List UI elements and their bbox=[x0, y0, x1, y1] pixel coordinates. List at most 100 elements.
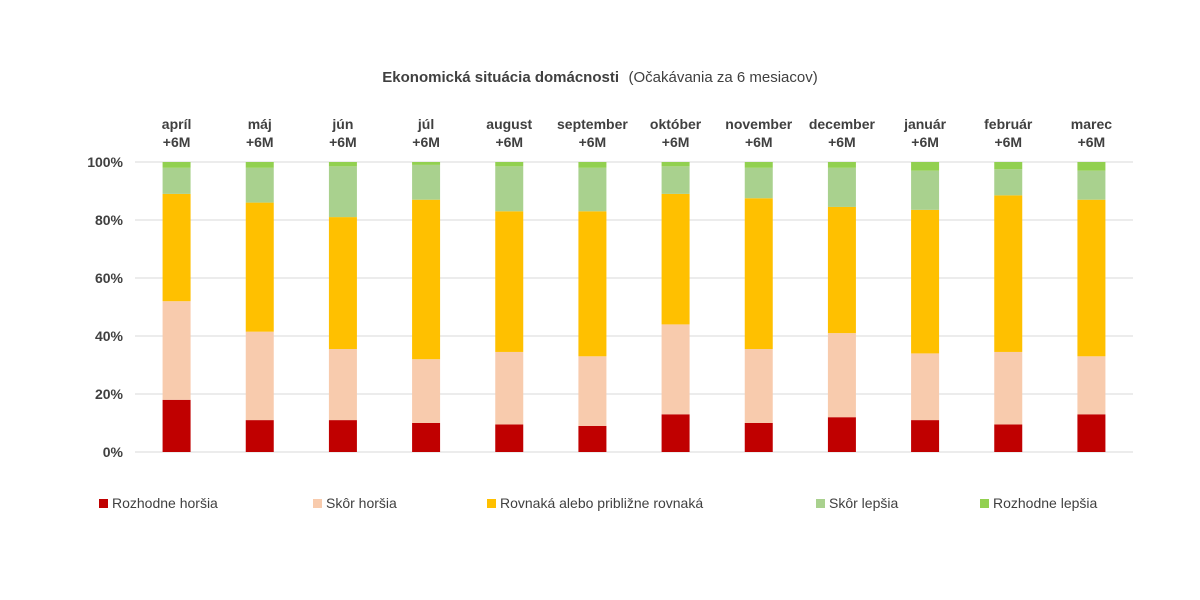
legend-label: Skôr horšia bbox=[326, 495, 397, 511]
bar-segment bbox=[578, 425, 607, 452]
category-label-line: september bbox=[557, 116, 628, 132]
bar-segment bbox=[162, 301, 191, 400]
category-label-line: +6M bbox=[412, 134, 440, 150]
bar-segment bbox=[412, 199, 441, 360]
y-tick-label: 40% bbox=[95, 328, 124, 344]
category-label-line: +6M bbox=[828, 134, 856, 150]
bar-segment bbox=[744, 162, 773, 168]
bar-segment bbox=[661, 414, 690, 452]
bar-segment bbox=[495, 162, 524, 167]
bar-segment bbox=[911, 162, 940, 171]
bar-segment bbox=[162, 193, 191, 302]
y-tick-label: 100% bbox=[87, 154, 123, 170]
category-label-line: +6M bbox=[911, 134, 939, 150]
category-label-line: +6M bbox=[994, 134, 1022, 150]
bar-segment bbox=[412, 162, 441, 165]
bar-segment bbox=[1077, 199, 1106, 357]
category-label: február +6M bbox=[984, 116, 1033, 150]
y-tick-label: 20% bbox=[95, 386, 124, 402]
category-label-line: +6M bbox=[1078, 134, 1106, 150]
bar-segment bbox=[245, 202, 274, 332]
bar-segment bbox=[744, 349, 773, 423]
legend-swatch bbox=[99, 499, 108, 508]
category-label-line: +6M bbox=[163, 134, 191, 150]
bar-segment bbox=[827, 206, 856, 334]
bars bbox=[162, 162, 1106, 452]
bar-segment bbox=[994, 162, 1023, 170]
chart-title-main: Ekonomická situácia domácnosti bbox=[382, 69, 619, 86]
category-label: máj +6M bbox=[246, 116, 274, 150]
category-label: október +6M bbox=[650, 116, 702, 150]
bar-segment bbox=[1077, 356, 1106, 415]
bar-segment bbox=[911, 420, 940, 452]
category-label-line: december bbox=[809, 116, 876, 132]
chart-subtitle: (Očakávania za 6 mesiacov) bbox=[628, 69, 817, 86]
category-label: december +6M bbox=[809, 116, 876, 150]
bar-segment bbox=[827, 162, 856, 168]
bar-segment bbox=[412, 423, 441, 452]
y-axis-ticks: 0% 20% 40% 60% 80% 100% bbox=[87, 154, 123, 460]
bar-segment bbox=[1077, 414, 1106, 452]
bar-segment bbox=[245, 167, 274, 203]
bar-segment bbox=[578, 162, 607, 168]
category-label-line: máj bbox=[248, 116, 272, 132]
legend: Rozhodne horšia Skôr horšia Rovnaká alebo … bbox=[99, 495, 1098, 511]
bar-segment bbox=[827, 167, 856, 207]
category-label-line: február bbox=[984, 116, 1033, 132]
category-label-line: +6M bbox=[495, 134, 523, 150]
bar-segment bbox=[328, 420, 357, 452]
legend-label: Skôr lepšia bbox=[829, 495, 898, 511]
bar-segment bbox=[1077, 162, 1106, 171]
bar-segment bbox=[495, 424, 524, 452]
bar-segment bbox=[911, 353, 940, 421]
legend-swatch bbox=[313, 499, 322, 508]
bar-segment bbox=[911, 170, 940, 210]
category-label-line: +6M bbox=[745, 134, 773, 150]
category-label-line: jún bbox=[331, 116, 353, 132]
legend-label: Rozhodne horšia bbox=[112, 495, 218, 511]
bar-segment bbox=[661, 193, 690, 325]
bar-segment bbox=[578, 167, 607, 212]
category-label-line: júl bbox=[417, 116, 434, 132]
y-tick-label: 0% bbox=[103, 444, 124, 460]
category-label-line: +6M bbox=[329, 134, 357, 150]
category-label: november +6M bbox=[725, 116, 792, 150]
bar-segment bbox=[661, 166, 690, 194]
bar-segment bbox=[245, 420, 274, 452]
legend-label: Rovnaká alebo približne rovnaká bbox=[500, 495, 703, 511]
bar-segment bbox=[994, 424, 1023, 452]
category-label: júl +6M bbox=[412, 116, 440, 150]
bar-segment bbox=[245, 331, 274, 421]
bar-segment bbox=[827, 333, 856, 418]
category-label: jún +6M bbox=[329, 116, 357, 150]
bar-segment bbox=[328, 217, 357, 350]
bar-segment bbox=[827, 417, 856, 452]
bar-segment bbox=[994, 169, 1023, 196]
category-label-line: apríl bbox=[162, 116, 192, 132]
category-label-line: november bbox=[725, 116, 792, 132]
chart-title: Ekonomická situácia domácnosti (Očakávan… bbox=[382, 69, 817, 86]
bar-segment bbox=[578, 211, 607, 357]
bar-segment bbox=[744, 167, 773, 199]
bar-segment bbox=[495, 166, 524, 212]
category-label: september +6M bbox=[557, 116, 628, 150]
legend-label: Rozhodne lepšia bbox=[993, 495, 1098, 511]
bar-segment bbox=[994, 195, 1023, 352]
y-tick-label: 60% bbox=[95, 270, 124, 286]
bar-segment bbox=[412, 359, 441, 423]
bar-segment bbox=[911, 209, 940, 354]
category-label-line: +6M bbox=[246, 134, 274, 150]
category-label-line: +6M bbox=[662, 134, 690, 150]
category-label: január +6M bbox=[903, 116, 947, 150]
bar-segment bbox=[661, 162, 690, 167]
category-label-line: +6M bbox=[579, 134, 607, 150]
bar-segment bbox=[994, 351, 1023, 425]
legend-swatch bbox=[980, 499, 989, 508]
category-label-line: október bbox=[650, 116, 702, 132]
category-label: apríl +6M bbox=[162, 116, 192, 150]
bar-segment bbox=[162, 167, 191, 194]
category-label-line: január bbox=[903, 116, 947, 132]
bar-segment bbox=[328, 166, 357, 218]
